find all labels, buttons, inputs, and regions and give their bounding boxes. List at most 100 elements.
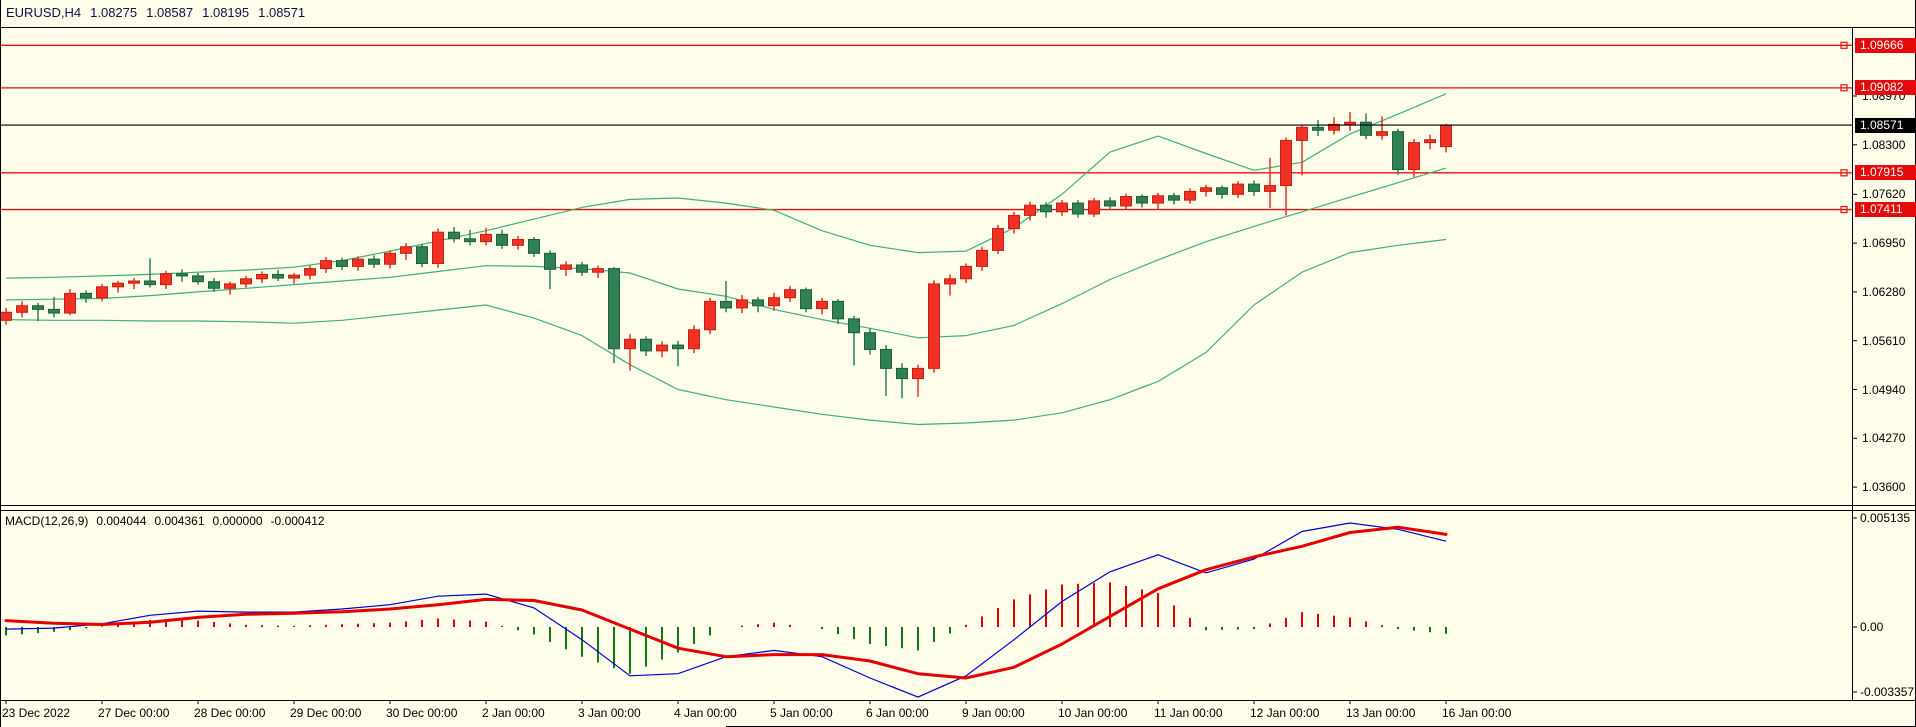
candle-bullish: [128, 280, 140, 284]
time-axis-label: 13 Jan 00:00: [1346, 706, 1416, 720]
candle-bullish: [816, 300, 828, 310]
candle-bullish: [1296, 126, 1308, 141]
price-axis-label: 1.08300: [1862, 137, 1906, 152]
candle-bullish: [1280, 139, 1292, 187]
candle-bullish: [704, 300, 716, 331]
candle-bullish: [320, 260, 332, 270]
candle-bullish: [784, 289, 796, 299]
time-axis-label: 30 Dec 00:00: [386, 706, 458, 720]
time-axis-label: 2 Jan 00:00: [482, 706, 545, 720]
macd-value-histogram: -0.000412: [270, 514, 325, 528]
candle-bullish: [928, 283, 940, 369]
candle-bullish: [160, 273, 172, 286]
candle-bearish: [576, 264, 588, 273]
candle-bearish: [1040, 204, 1052, 213]
candle-bearish: [416, 246, 428, 265]
candle-bearish: [544, 252, 556, 270]
price-axis-label: 1.06280: [1862, 284, 1906, 299]
candle-bullish: [1424, 139, 1436, 144]
macd-value-3: 0.000000: [212, 514, 263, 528]
ohlc-high-value: 1.08587: [146, 5, 194, 20]
candle-bearish: [368, 258, 380, 265]
level-line-handle-icon: [1840, 205, 1848, 214]
candle-bullish: [1184, 190, 1196, 201]
candle-bullish: [1264, 185, 1276, 192]
candle-bullish: [512, 238, 524, 246]
candle-bullish: [944, 278, 956, 285]
candle-bearish: [176, 273, 188, 277]
candle-bearish: [80, 292, 92, 299]
candle-bearish: [528, 238, 540, 254]
candle-bearish: [144, 280, 156, 286]
candle-bullish: [432, 231, 444, 265]
price-axis-label: 1.06950: [1862, 236, 1906, 251]
candle-bearish: [1216, 187, 1228, 195]
candle-bearish: [448, 231, 460, 240]
candle-bearish: [672, 344, 684, 350]
candle-bullish: [912, 367, 924, 380]
candle-bearish: [192, 275, 204, 283]
candle-bullish: [240, 278, 252, 285]
macd-axis-label: 0.00: [1860, 620, 1884, 634]
level-line-handle-icon: [1840, 41, 1848, 49]
price-axis-label: 1.04270: [1862, 431, 1906, 446]
candle-bearish: [864, 332, 876, 350]
candle-bullish: [96, 286, 108, 299]
candle-bearish: [720, 300, 732, 309]
candle-bullish: [1088, 200, 1100, 215]
candle-bullish: [112, 282, 124, 288]
candle-bearish: [32, 305, 44, 310]
price-level-badge: 1.09666: [1855, 37, 1916, 53]
candle-bearish: [608, 268, 620, 350]
candle-bullish: [288, 274, 300, 279]
candle-bearish: [1248, 183, 1260, 192]
price-axis-label: 1.05610: [1862, 333, 1906, 348]
price-level-badge: 1.07915: [1855, 165, 1916, 181]
candle-bearish: [880, 348, 892, 369]
candle-bullish: [1120, 196, 1132, 207]
time-axis-label: 23 Dec 2022: [2, 706, 71, 720]
candle-bullish: [976, 249, 988, 267]
candle-bearish: [208, 281, 220, 289]
ohlc-open-value: 1.08275: [90, 5, 138, 20]
candle-bullish: [992, 228, 1004, 251]
time-axis-label: 27 Dec 00:00: [98, 706, 170, 720]
price-axis-label: 1.03600: [1862, 480, 1906, 495]
candle-bullish: [384, 252, 396, 265]
candle-bullish: [480, 233, 492, 243]
candle-bearish: [496, 233, 508, 246]
time-axis-label: 16 Jan 00:00: [1442, 706, 1512, 720]
candle-bullish: [400, 246, 412, 254]
macd-label: MACD(12,26,9): [5, 514, 89, 528]
macd-axis-label: -0.003357: [1860, 685, 1915, 699]
candle-bullish: [1008, 214, 1020, 230]
time-axis-label: 9 Jan 00:00: [962, 706, 1025, 720]
candle-bearish: [48, 308, 60, 314]
time-axis-label: 5 Jan 00:00: [770, 706, 833, 720]
candle-bullish: [1328, 123, 1340, 131]
ohlc-low-value: 1.08195: [202, 5, 250, 20]
candle-bearish: [1072, 202, 1084, 215]
macd-value-main: 0.004044: [96, 514, 147, 528]
symbol-timeframe-label: EURUSD,H4: [6, 5, 82, 20]
candle-bearish: [272, 273, 284, 279]
time-axis-label: 10 Jan 00:00: [1058, 706, 1128, 720]
price-axis-label: 1.07620: [1862, 187, 1906, 202]
candle-bearish: [832, 300, 844, 320]
candle-bullish: [1056, 202, 1068, 213]
macd-signal-line: [4, 525, 1448, 680]
price-level-badge: 1.09082: [1855, 80, 1916, 96]
candle-bearish: [752, 299, 764, 307]
candle-bearish: [896, 367, 908, 380]
candle-bullish: [960, 265, 972, 280]
candle-bearish: [464, 238, 476, 243]
candle-bearish: [1168, 195, 1180, 201]
candle-bearish: [800, 289, 812, 310]
ohlc-close-value: 1.08571: [258, 5, 306, 20]
candle-bearish: [1392, 131, 1404, 171]
candle-bearish: [640, 338, 652, 352]
bollinger-lower-band: [5, 238, 1447, 426]
